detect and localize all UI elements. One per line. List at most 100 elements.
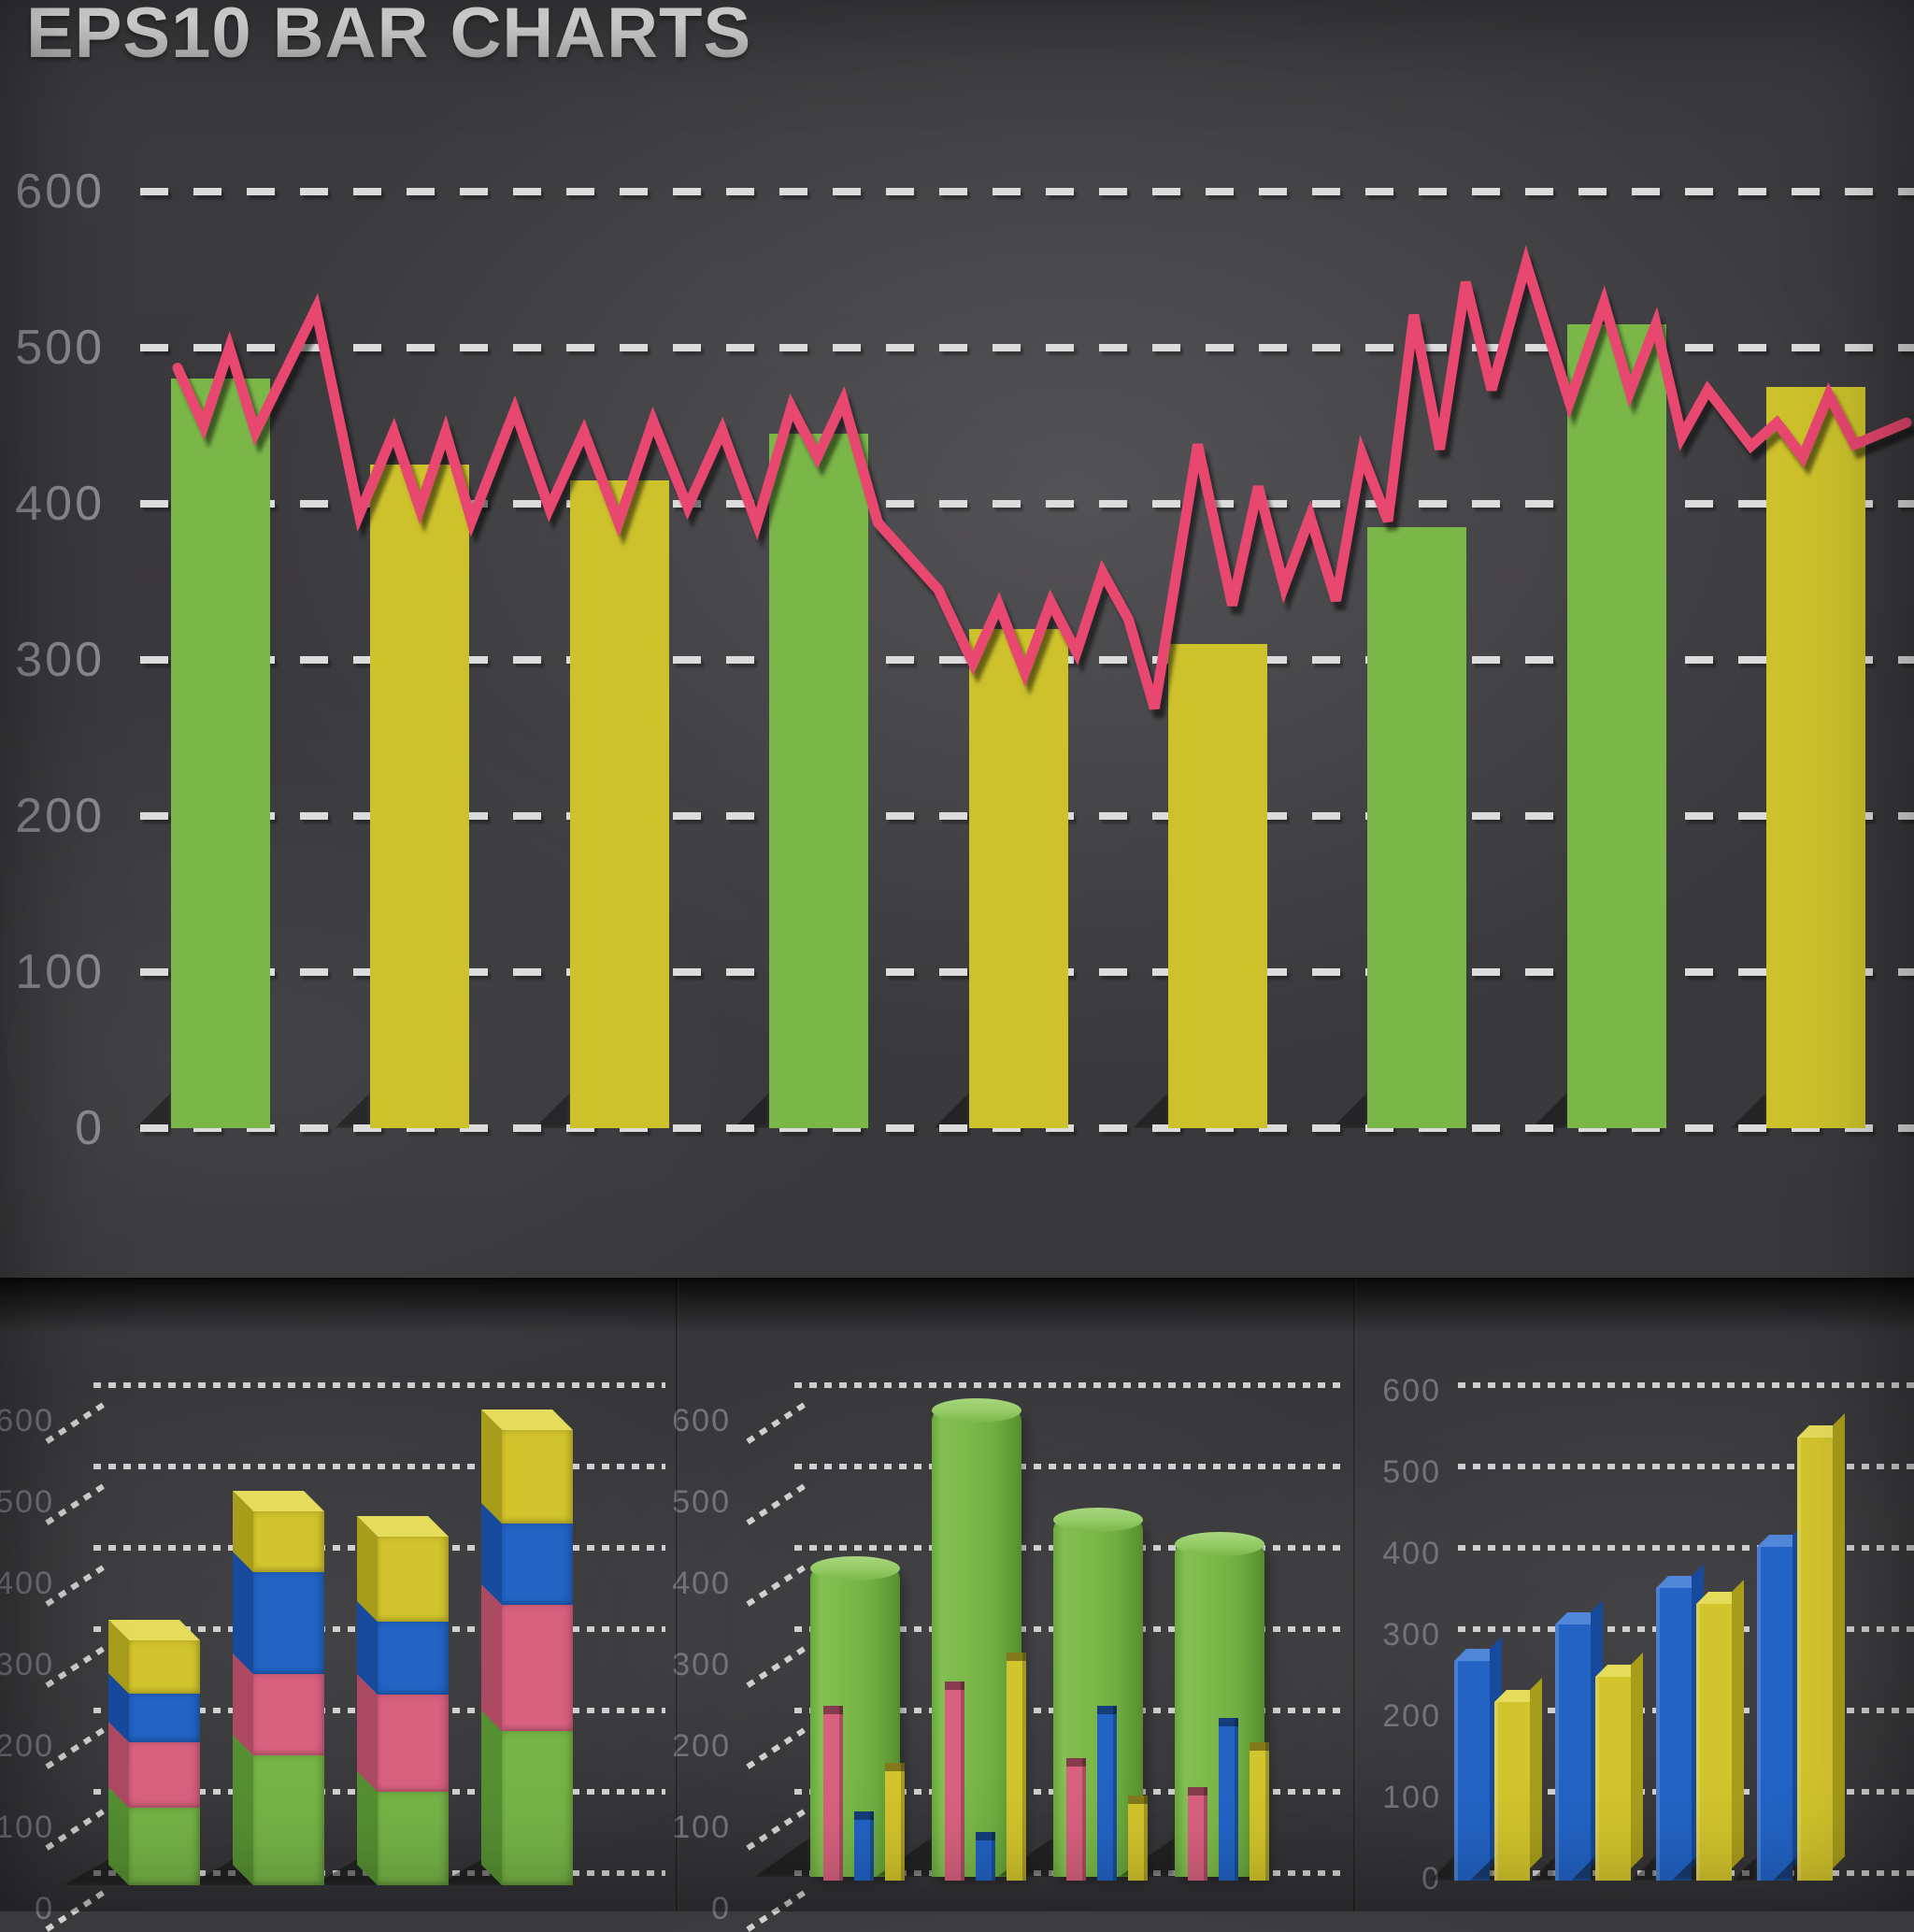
gridline <box>45 1382 665 1444</box>
y-axis-tick-label: 0 <box>711 1891 731 1926</box>
trend-line <box>172 245 1912 710</box>
bar-side-face <box>1530 1678 1542 1868</box>
cube-front-face <box>253 1674 324 1755</box>
gridline <box>1458 1382 1914 1388</box>
y-axis-tick-label: 0 <box>1421 1861 1441 1896</box>
y-axis-tick-label: 400 <box>0 1566 54 1601</box>
cube-side-face <box>481 1410 502 1524</box>
gridline <box>746 1464 1348 1525</box>
bar-side-face <box>1631 1653 1643 1868</box>
cube-front-face <box>129 1808 200 1885</box>
y-axis-tick-label: 200 <box>672 1728 731 1764</box>
pillar-cap <box>932 1398 1021 1423</box>
y-axis-tick-label: 400 <box>672 1566 731 1601</box>
y-axis-tick-label: 100 <box>1382 1780 1441 1815</box>
cube-front-face <box>502 1524 573 1605</box>
cube-front-face <box>378 1695 449 1792</box>
cube-front-face <box>502 1430 573 1524</box>
bar-front-face <box>1696 1604 1732 1881</box>
gridline-slant <box>746 1482 807 1525</box>
bar-3d-blue <box>1430 1637 1502 1881</box>
cube-front-face <box>378 1622 449 1695</box>
trend-line-path <box>172 245 1912 710</box>
stacked-cube-segment-yellow <box>233 1491 324 1572</box>
gridline <box>140 500 1914 508</box>
gridline-slant <box>45 1401 107 1444</box>
mini-bar-cap <box>1128 1796 1148 1804</box>
y-axis-tick-label: 300 <box>0 1647 54 1682</box>
y-axis-tick-label: 200 <box>15 789 105 843</box>
gridline <box>140 344 1914 351</box>
bar-3d-blue <box>1531 1600 1603 1881</box>
bar-front-face <box>1797 1438 1833 1881</box>
bar-green <box>136 379 270 1128</box>
cube-front-face <box>502 1731 573 1885</box>
gridline-slant <box>746 1808 807 1851</box>
bar-front-face <box>1595 1677 1631 1881</box>
mini-bar-pink <box>1188 1787 1207 1881</box>
gridline <box>140 1124 1914 1132</box>
y-axis-tick-label: 400 <box>1382 1536 1441 1571</box>
cube-front-face <box>129 1640 200 1694</box>
y-axis-tick-label: 500 <box>672 1484 731 1520</box>
gridline-slant <box>746 1564 807 1607</box>
stacked-cube-segment-blue <box>233 1552 324 1674</box>
bar-front-face <box>1555 1624 1591 1881</box>
bottom-charts: 600 500 400 300 200 100 0 600 500 400 300 200 100 0 … <box>0 1280 1914 1932</box>
y-axis-tick-label: 600 <box>15 165 105 219</box>
mini-bar-cap <box>1188 1787 1207 1796</box>
cube-side-face <box>481 1584 502 1731</box>
cube-front-face <box>378 1792 449 1885</box>
gridline-slant <box>746 1726 807 1769</box>
mini-bar-cap <box>1066 1758 1086 1767</box>
gridline <box>746 1382 1348 1444</box>
mini-bar-yellow <box>1128 1796 1148 1881</box>
bar-yellow <box>335 465 469 1128</box>
bar-3d-yellow <box>1470 1678 1542 1881</box>
mini-bar-cap <box>1097 1706 1117 1714</box>
y-axis-tick-label: 600 <box>0 1403 54 1438</box>
stacked-cube-segment-green <box>233 1735 324 1885</box>
cube-front-face <box>502 1605 573 1731</box>
mini-bar-pink <box>1066 1758 1086 1881</box>
y-axis-tick-label: 200 <box>1382 1698 1441 1734</box>
y-axis-tick-label: 100 <box>15 945 105 999</box>
y-axis-tick-label: 300 <box>672 1647 731 1682</box>
y-axis-tick-label: 0 <box>35 1891 54 1926</box>
bar-green <box>1332 527 1466 1128</box>
gridline <box>1458 1464 1914 1469</box>
stacked-cube-segment-green <box>481 1710 573 1885</box>
mini-bar-blue <box>1097 1706 1117 1881</box>
gridline-slant <box>746 1889 807 1932</box>
mini-bar-cap <box>1250 1742 1269 1751</box>
panel-divider-right <box>1353 1280 1355 1911</box>
cube-front-face <box>253 1511 324 1572</box>
cube-side-face <box>233 1735 253 1885</box>
mini-bar-cap <box>885 1763 905 1771</box>
gridline <box>140 188 1914 195</box>
pillar-cap <box>810 1556 900 1581</box>
y-axis-tick-label: 600 <box>672 1403 731 1438</box>
mini-bar-blue <box>854 1811 874 1881</box>
bar-3d-yellow <box>1672 1580 1744 1881</box>
gridline-slant <box>45 1564 107 1607</box>
y-axis-tick-label: 500 <box>0 1484 54 1520</box>
y-axis-tick-label: 200 <box>0 1728 54 1764</box>
bar-front-face <box>1656 1588 1692 1881</box>
bar-front-face <box>1454 1661 1490 1881</box>
cube-front-face <box>129 1694 200 1742</box>
y-axis-tick-label: 100 <box>0 1810 54 1845</box>
stacked-cube-segment-green <box>357 1771 449 1885</box>
y-axis-tick-label: 100 <box>672 1810 731 1845</box>
y-axis-tick-label: 600 <box>1382 1373 1441 1409</box>
pillar-cap <box>1175 1532 1264 1556</box>
gridline-slant <box>746 1401 807 1444</box>
y-axis-tick-label: 300 <box>15 633 105 687</box>
stacked-cube-segment-blue <box>357 1601 449 1695</box>
bar-front-face <box>1494 1702 1530 1881</box>
stacked-cube-segment-green <box>108 1787 200 1885</box>
bar-side-face <box>1833 1413 1845 1868</box>
y-axis-tick-label: 300 <box>1382 1617 1441 1653</box>
